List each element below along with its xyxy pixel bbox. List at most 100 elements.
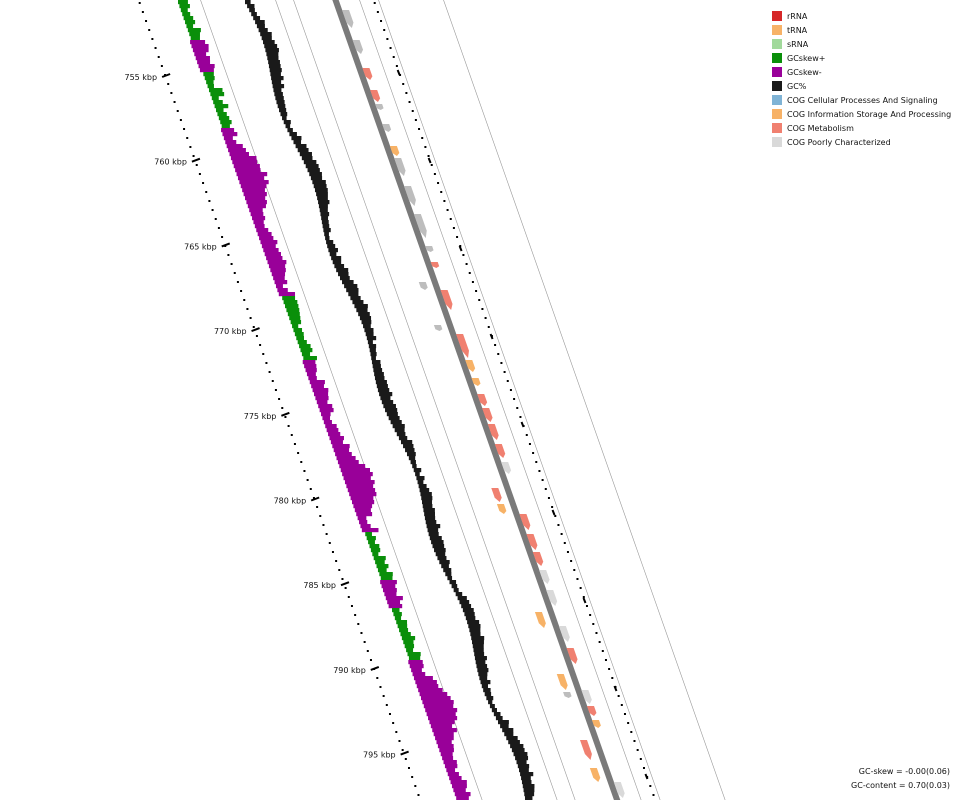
cog-metabolism-arrow	[587, 706, 597, 716]
gc-skew-negative-bar	[244, 196, 266, 201]
gc-content-bar	[481, 684, 488, 689]
scale-dot	[145, 20, 148, 22]
gc-skew-positive-bar	[392, 608, 400, 613]
gc-content-bar	[316, 192, 328, 197]
gc-skew-negative-bar	[225, 140, 237, 145]
gc-skew-positive-bar	[294, 332, 304, 337]
gc-content-bar	[415, 472, 420, 477]
gc-content-stat: GC-content = 0.70(0.03)	[851, 781, 950, 790]
gc-content-bar	[327, 244, 336, 249]
legend-label: GC%	[787, 81, 807, 91]
gc-content-bar	[467, 620, 480, 625]
gc-skew-positive-bar	[180, 8, 188, 13]
gc-skew-positive-bar	[368, 540, 375, 545]
gc-skew-positive-bar	[203, 72, 214, 77]
cog-metabolism-arrow	[494, 444, 506, 458]
gc-skew-negative-bar	[332, 444, 350, 449]
scale-dot	[246, 308, 249, 310]
gc-skew-negative-bar	[250, 212, 264, 217]
gc-skew-negative-bar	[342, 472, 373, 477]
outer-scale-dot	[525, 434, 528, 436]
gc-content-bar	[314, 188, 328, 193]
gc-skew-positive-bar	[365, 532, 372, 537]
gc-skew-negative-bar	[228, 148, 246, 153]
cog-poorly-characterized-arrow	[539, 570, 550, 584]
outer-scale-dot	[402, 83, 405, 85]
scale-dot	[366, 650, 369, 652]
scale-dot	[385, 704, 388, 706]
gc-skew-negative-bar	[261, 244, 276, 249]
legend-swatch-icon	[772, 123, 782, 133]
scale-dot	[243, 299, 246, 301]
scale-dot	[255, 335, 258, 337]
gc-content-bar	[273, 88, 282, 93]
gc-skew-negative-bar	[346, 484, 374, 489]
gc-content-bar	[432, 544, 445, 549]
gc-skew-negative-bar	[436, 740, 452, 745]
outer-scale-dot	[500, 362, 503, 364]
gc-content-bar	[372, 364, 381, 369]
gc-skew-positive-bar	[408, 656, 421, 661]
cog-poorly-characterized-arrow	[613, 782, 625, 798]
scale-dot	[392, 722, 395, 724]
gc-skew-negative-bar	[305, 368, 317, 373]
scale-dot	[211, 209, 214, 211]
gc-skew-negative-bar	[191, 44, 209, 49]
gc-content-bar	[489, 704, 495, 709]
gc-skew-negative-bar	[451, 784, 467, 789]
tick-mark	[221, 242, 231, 248]
gc-content-bar	[508, 740, 520, 745]
gc-content-bar	[299, 152, 312, 157]
gc-content-bar	[256, 24, 265, 29]
cog-information-arrow	[471, 378, 481, 386]
cog-metabolism-arrow	[456, 334, 469, 358]
gc-skew-negative-bar	[322, 416, 331, 421]
gc-content-bar	[408, 456, 416, 461]
scale-dot	[376, 677, 379, 679]
gc-skew-positive-bar	[372, 552, 379, 557]
gc-content-bar	[321, 216, 329, 221]
legend-item-cog-cellular: COG Cellular Processes And Signaling	[772, 93, 951, 107]
outer-scale-dot	[620, 704, 623, 706]
gc-skew-negative-bar	[222, 132, 238, 137]
scale-dot	[335, 560, 338, 562]
outer-scale-dot	[506, 380, 509, 382]
gc-skew-positive-bar	[210, 92, 225, 97]
outer-scale-dot	[601, 650, 604, 652]
gc-skew-negative-bar	[278, 292, 296, 297]
gc-skew-negative-bar	[270, 268, 286, 273]
legend-swatch-icon	[772, 25, 782, 35]
outer-scale-dot	[541, 479, 544, 481]
outer-tick	[458, 245, 463, 252]
gc-content-bar	[390, 420, 402, 425]
gc-content-bar	[493, 712, 501, 717]
scale-dot	[157, 56, 160, 58]
legend-swatch-icon	[772, 53, 782, 63]
gc-content-bar	[366, 336, 377, 341]
gc-skew-negative-bar	[360, 524, 371, 529]
gc-content-bar	[475, 660, 486, 665]
gc-content-bar	[307, 168, 320, 173]
gc-content-bar	[280, 112, 288, 117]
gc-content-bar	[270, 72, 281, 77]
gc-content-bar	[326, 240, 334, 245]
gc-content-bar	[474, 656, 487, 661]
gc-skew-negative-bar	[380, 580, 397, 585]
gc-skew-positive-bar	[220, 120, 232, 125]
gc-skew-negative-bar	[271, 272, 286, 277]
scale-dot	[274, 389, 277, 391]
outer-scale-dot	[649, 785, 652, 787]
gc-skew-negative-bar	[439, 748, 454, 753]
gc-content-bar	[465, 616, 476, 621]
gc-content-bar	[297, 148, 309, 153]
legend-item-gc-percent: GC%	[772, 79, 951, 93]
gc-skew-negative-bar	[361, 528, 379, 533]
tick-mark	[191, 157, 201, 163]
gc-content-bar	[457, 596, 467, 601]
gc-content-bar	[373, 368, 383, 373]
scale-dot	[202, 182, 205, 184]
outer-scale-dot	[560, 533, 563, 535]
tick-mark	[400, 750, 409, 756]
gc-skew-positive-bar	[297, 340, 307, 345]
